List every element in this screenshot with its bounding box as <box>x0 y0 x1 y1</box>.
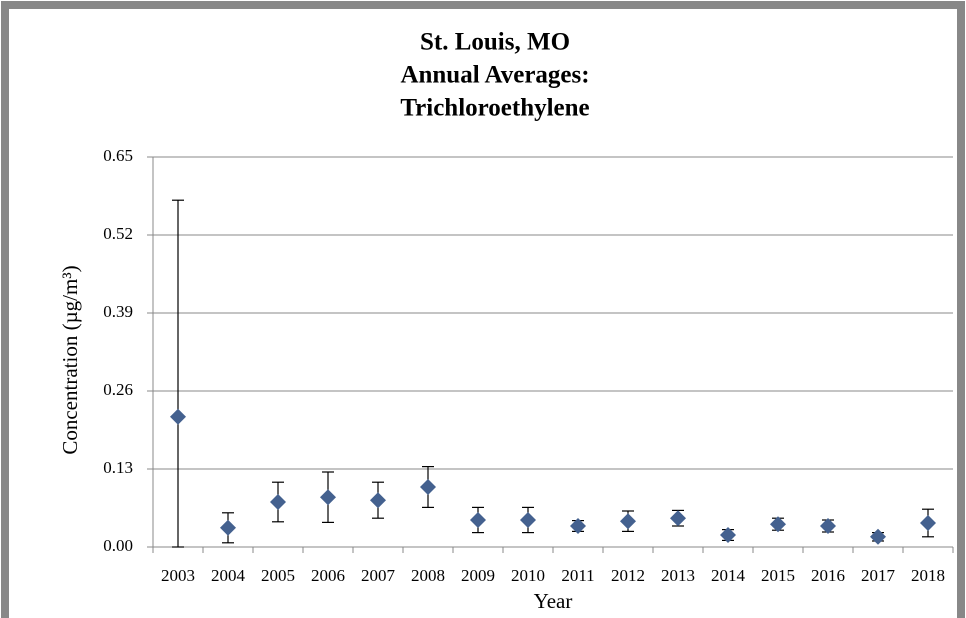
x-tick-label: 2014 <box>711 566 746 585</box>
y-tick-label: 0.26 <box>103 380 133 399</box>
x-tick-label: 2008 <box>411 566 445 585</box>
marker <box>520 512 536 528</box>
marker <box>220 519 236 536</box>
marker <box>170 408 186 425</box>
y-tick-label: 0.39 <box>103 302 133 321</box>
marker <box>820 518 836 534</box>
marker <box>720 527 736 543</box>
chart-title: Trichloroethylene <box>400 95 589 122</box>
x-tick-label: 2006 <box>311 566 345 585</box>
error-bar <box>172 199 184 548</box>
marker <box>920 515 936 531</box>
y-tick-label: 0.52 <box>103 224 133 243</box>
y-tick-label: 0.13 <box>103 458 133 477</box>
chart-title: Annual Averages: <box>400 62 589 89</box>
x-tick-label: 2012 <box>611 566 645 585</box>
x-tick-label: 2017 <box>861 566 896 585</box>
marker <box>420 479 436 495</box>
x-tick-label: 2016 <box>811 566 845 585</box>
x-tick-label: 2004 <box>211 566 246 585</box>
marker <box>620 513 636 530</box>
marker <box>870 528 886 545</box>
x-tick-label: 2018 <box>911 566 945 585</box>
marker <box>770 516 786 533</box>
x-tick-label: 2011 <box>561 566 594 585</box>
x-tick-label: 2007 <box>361 566 396 585</box>
x-tick-label: 2015 <box>761 566 795 585</box>
marker <box>370 492 386 509</box>
marker <box>470 512 486 528</box>
y-axis-label: Concentration (µg/m³) <box>58 265 82 454</box>
chart-title: St. Louis, MO <box>420 29 570 56</box>
x-tick-label: 2003 <box>161 566 195 585</box>
y-tick-label: 0.65 <box>103 146 133 165</box>
x-tick-label: 2010 <box>511 566 545 585</box>
x-axis-label: Year <box>534 589 573 613</box>
marker <box>320 489 336 506</box>
y-tick-label: 0.00 <box>103 536 133 555</box>
marker <box>670 510 686 527</box>
x-tick-label: 2013 <box>661 566 695 585</box>
marker <box>570 518 586 534</box>
marker <box>270 494 286 510</box>
x-tick-label: 2005 <box>261 566 295 585</box>
x-tick-label: 2009 <box>461 566 495 585</box>
